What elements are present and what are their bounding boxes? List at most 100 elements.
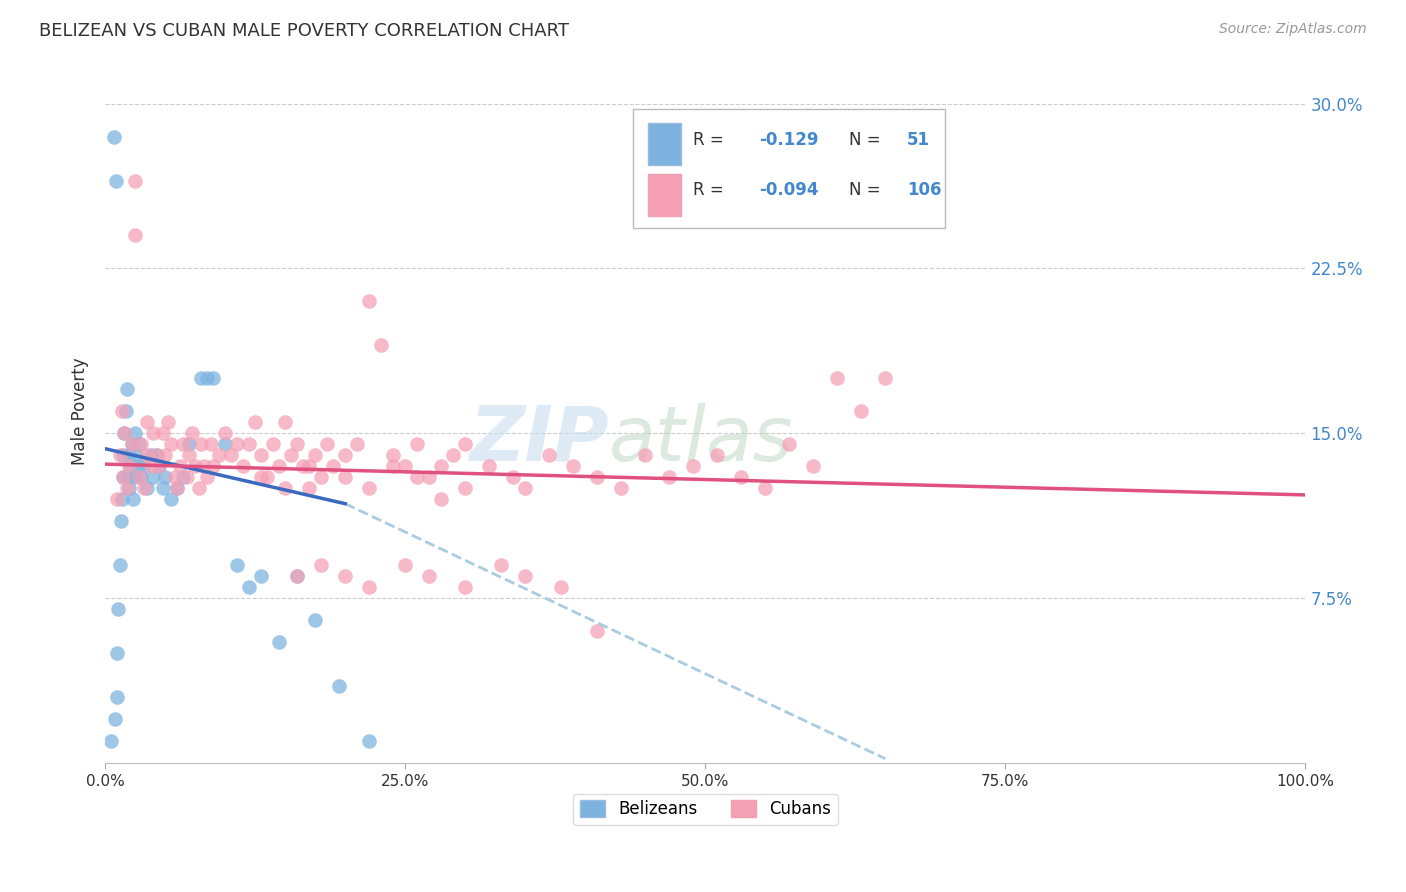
- Point: [515, 569, 537, 583]
- Point: [250, 569, 273, 583]
- Point: [515, 481, 537, 495]
- Point: [298, 481, 321, 495]
- Text: BELIZEAN VS CUBAN MALE POVERTY CORRELATION CHART: BELIZEAN VS CUBAN MALE POVERTY CORRELATI…: [39, 22, 569, 40]
- Point: [118, 459, 141, 474]
- Point: [152, 481, 174, 495]
- Point: [105, 173, 128, 187]
- Point: [105, 690, 128, 705]
- Point: [875, 371, 897, 385]
- Point: [256, 470, 278, 484]
- Point: [190, 437, 212, 451]
- Point: [129, 437, 152, 451]
- Point: [118, 481, 141, 495]
- Point: [382, 459, 405, 474]
- Point: [285, 437, 308, 451]
- Point: [187, 481, 209, 495]
- Point: [214, 437, 236, 451]
- Point: [105, 492, 128, 507]
- Point: [359, 294, 381, 309]
- Point: [328, 679, 350, 693]
- Point: [115, 481, 138, 495]
- Point: [298, 459, 321, 474]
- Point: [430, 459, 453, 474]
- Point: [108, 448, 131, 462]
- Point: [112, 448, 135, 462]
- Point: [117, 470, 139, 484]
- Point: [163, 470, 186, 484]
- Point: [136, 415, 159, 429]
- Point: [418, 470, 440, 484]
- Point: [309, 470, 332, 484]
- Point: [801, 459, 824, 474]
- Point: [121, 437, 143, 451]
- Point: [658, 470, 681, 484]
- Point: [139, 448, 162, 462]
- Point: [562, 459, 585, 474]
- Point: [121, 492, 143, 507]
- Point: [166, 481, 188, 495]
- Point: [202, 371, 225, 385]
- Point: [226, 437, 249, 451]
- Point: [634, 448, 657, 462]
- Point: [292, 459, 315, 474]
- Point: [127, 459, 149, 474]
- Point: [136, 448, 159, 462]
- Point: [112, 470, 135, 484]
- Point: [538, 448, 561, 462]
- Point: [454, 481, 477, 495]
- Point: [193, 459, 215, 474]
- Point: [851, 404, 873, 418]
- Point: [285, 569, 308, 583]
- Point: [195, 470, 218, 484]
- Point: [107, 602, 129, 616]
- Point: [179, 448, 201, 462]
- Point: [112, 470, 135, 484]
- Text: N =: N =: [849, 181, 886, 200]
- Point: [335, 448, 357, 462]
- Point: [250, 448, 273, 462]
- Point: [454, 437, 477, 451]
- Point: [180, 426, 202, 441]
- Text: N =: N =: [849, 131, 886, 149]
- Point: [226, 558, 249, 573]
- Point: [156, 415, 179, 429]
- Text: -0.094: -0.094: [759, 181, 818, 200]
- Point: [121, 437, 143, 451]
- Point: [115, 383, 138, 397]
- Point: [335, 569, 357, 583]
- Point: [100, 734, 122, 748]
- Point: [110, 514, 132, 528]
- Point: [129, 470, 152, 484]
- Point: [142, 470, 165, 484]
- Point: [114, 404, 136, 418]
- Y-axis label: Male Poverty: Male Poverty: [72, 358, 89, 465]
- Point: [441, 448, 464, 462]
- Point: [754, 481, 776, 495]
- Point: [682, 459, 704, 474]
- Point: [322, 459, 344, 474]
- Point: [146, 448, 169, 462]
- Point: [827, 371, 849, 385]
- Point: [118, 448, 141, 462]
- Point: [359, 481, 381, 495]
- Point: [148, 459, 170, 474]
- Point: [586, 624, 609, 639]
- Point: [142, 426, 165, 441]
- Point: [262, 437, 284, 451]
- Point: [394, 459, 416, 474]
- Point: [160, 492, 183, 507]
- Point: [280, 448, 302, 462]
- Point: [190, 371, 212, 385]
- Legend: Belizeans, Cubans: Belizeans, Cubans: [574, 794, 838, 825]
- Point: [139, 459, 162, 474]
- Text: Source: ZipAtlas.com: Source: ZipAtlas.com: [1219, 22, 1367, 37]
- Text: 51: 51: [907, 131, 929, 149]
- Point: [610, 481, 633, 495]
- FancyBboxPatch shape: [648, 123, 682, 165]
- Text: R =: R =: [693, 181, 730, 200]
- Point: [155, 470, 177, 484]
- Point: [112, 426, 135, 441]
- Point: [128, 470, 150, 484]
- Point: [269, 459, 291, 474]
- Point: [304, 613, 326, 627]
